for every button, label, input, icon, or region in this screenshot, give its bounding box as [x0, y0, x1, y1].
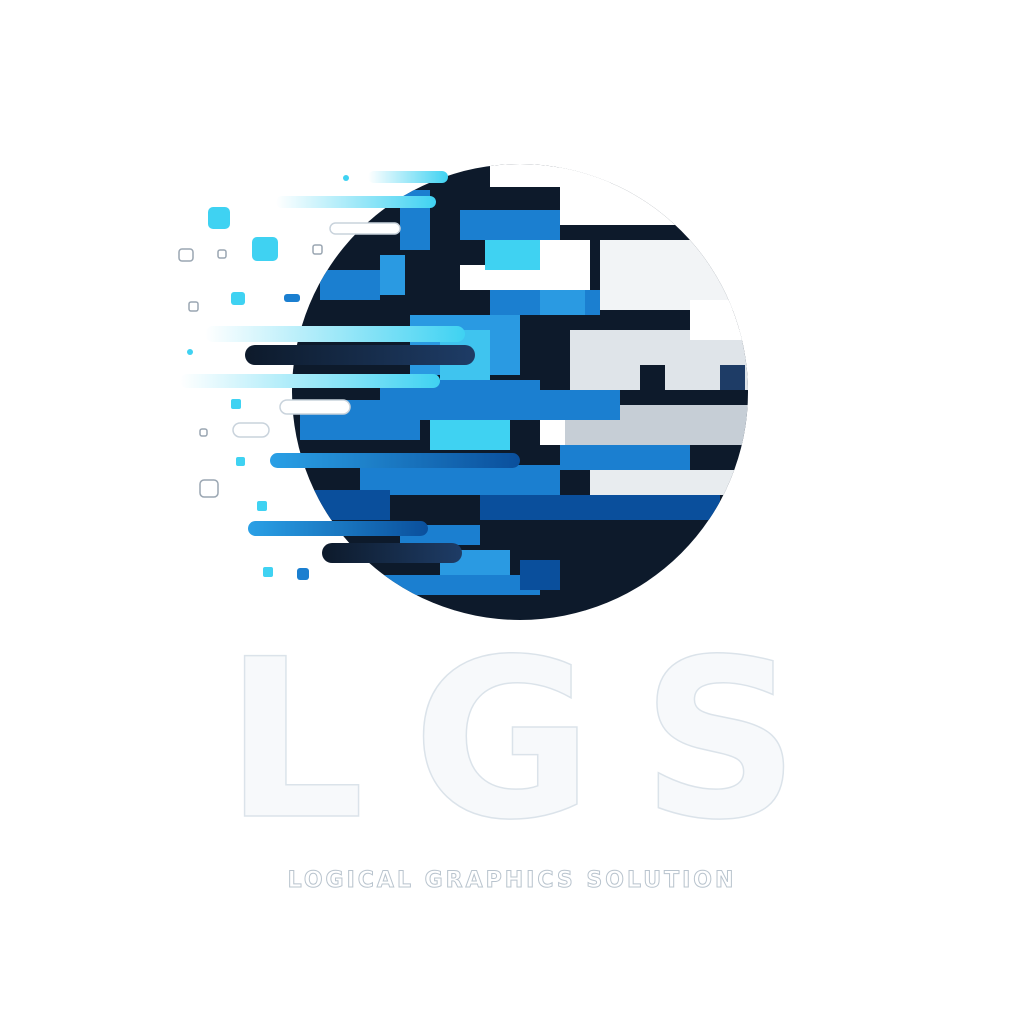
brand-wordmark: LGS	[224, 612, 848, 868]
brand-tagline: LOGICAL GRAPHICS SOLUTION	[287, 868, 737, 894]
